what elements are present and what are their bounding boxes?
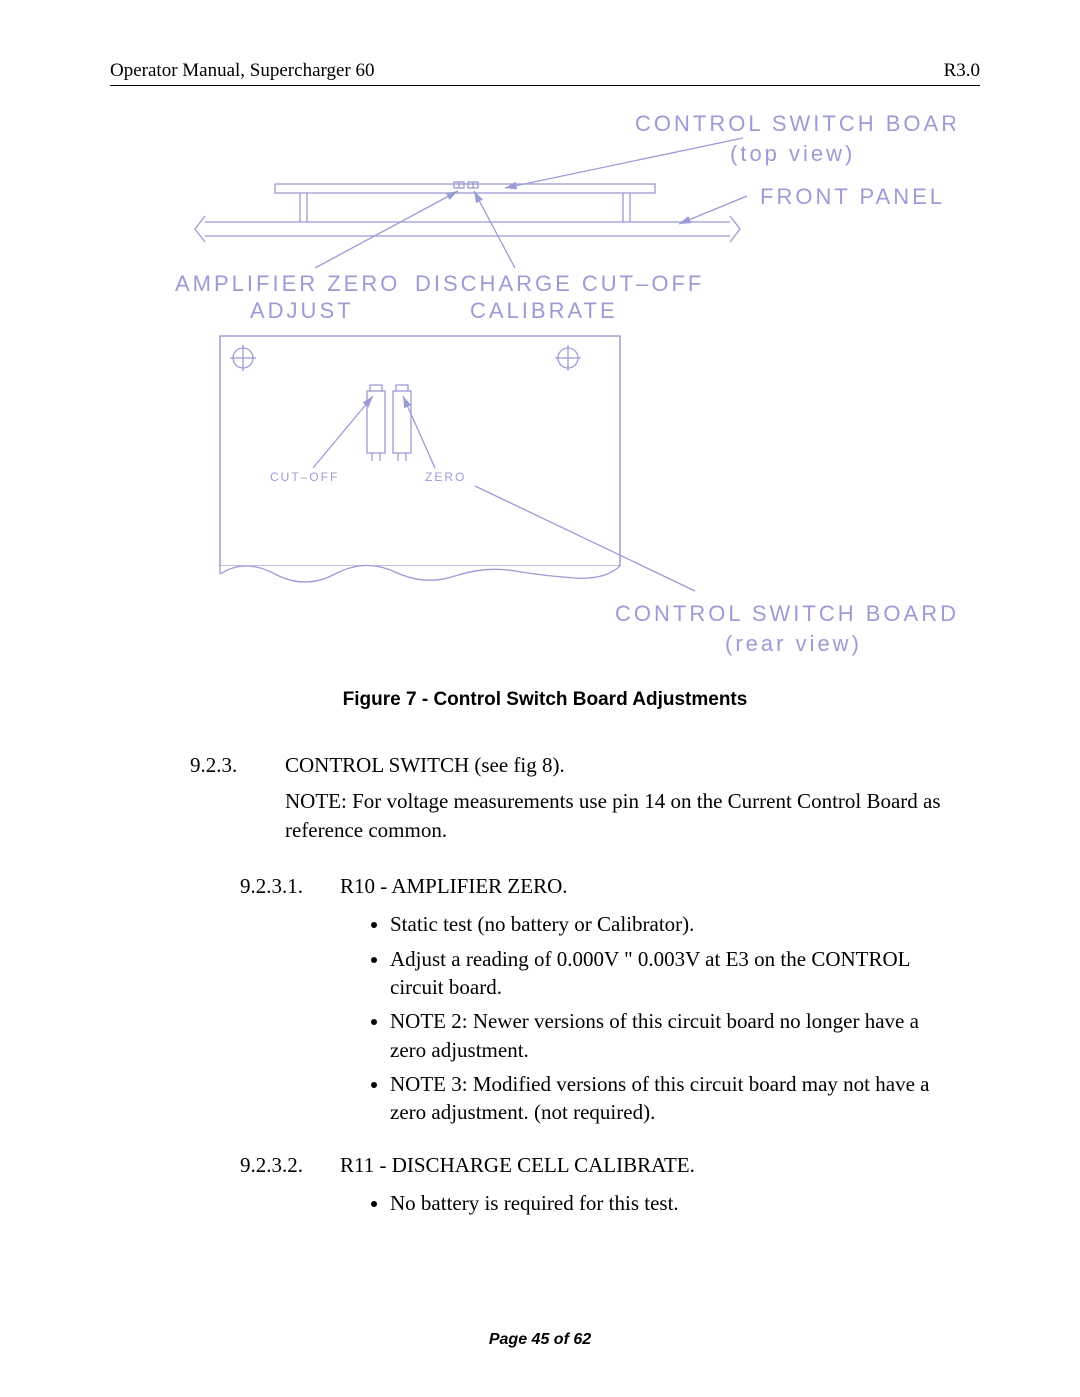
figure-diagram: CONTROL SWITCH BOARD (top view) FRONT PA… (135, 96, 955, 671)
label-amp-zero-1: AMPLIFIER ZERO (175, 271, 400, 296)
list-item: NOTE 2: Newer versions of this circuit b… (390, 1007, 980, 1064)
section-923-note: NOTE: For voltage measurements use pin 1… (285, 787, 980, 844)
bullets-9232: No battery is required for this test. (190, 1189, 980, 1217)
label-zero-small: ZERO (425, 470, 466, 484)
subsection-number: 9.2.3.2. (240, 1151, 340, 1179)
label-amp-zero-2: ADJUST (250, 298, 354, 323)
label-control-bot-1: CONTROL SWITCH BOARD (615, 601, 955, 626)
list-item: NOTE 3: Modified versions of this circui… (390, 1070, 980, 1127)
section-923: 9.2.3. CONTROL SWITCH (see fig 8). (190, 751, 980, 779)
list-item: Static test (no battery or Calibrator). (390, 910, 980, 938)
section-title: CONTROL SWITCH (see fig 8). (285, 751, 980, 779)
page-header: Operator Manual, Supercharger 60 R3.0 (110, 60, 980, 86)
section-9232: 9.2.3.2. R11 - DISCHARGE CELL CALIBRATE. (240, 1151, 980, 1179)
page-footer: Page 45 of 62 (0, 1331, 1080, 1349)
list-item: Adjust a reading of 0.000V " 0.003V at E… (390, 945, 980, 1002)
figure-caption: Figure 7 - Control Switch Board Adjustme… (110, 689, 980, 711)
label-discharge-2: CALIBRATE (470, 298, 618, 323)
label-control-top-2: (top view) (730, 141, 855, 166)
label-cutoff-small: CUT–OFF (270, 470, 339, 484)
subsection-title: R10 - AMPLIFIER ZERO. (340, 872, 980, 900)
subsection-title: R11 - DISCHARGE CELL CALIBRATE. (340, 1151, 980, 1179)
section-9231: 9.2.3.1. R10 - AMPLIFIER ZERO. (240, 872, 980, 900)
label-front-panel: FRONT PANEL (760, 184, 945, 209)
section-number: 9.2.3. (190, 751, 285, 779)
label-control-top-1: CONTROL SWITCH BOARD (635, 111, 955, 136)
header-left: Operator Manual, Supercharger 60 (110, 60, 375, 82)
subsection-number: 9.2.3.1. (240, 872, 340, 900)
body-section: 9.2.3. CONTROL SWITCH (see fig 8). NOTE:… (190, 751, 980, 1217)
page: Operator Manual, Supercharger 60 R3.0 CO… (0, 0, 1080, 1397)
label-control-bot-2: (rear view) (725, 631, 862, 656)
header-right: R3.0 (944, 60, 980, 82)
label-discharge-1: DISCHARGE CUT–OFF (415, 271, 704, 296)
list-item: No battery is required for this test. (390, 1189, 980, 1217)
bullets-9231: Static test (no battery or Calibrator). … (190, 910, 980, 1126)
